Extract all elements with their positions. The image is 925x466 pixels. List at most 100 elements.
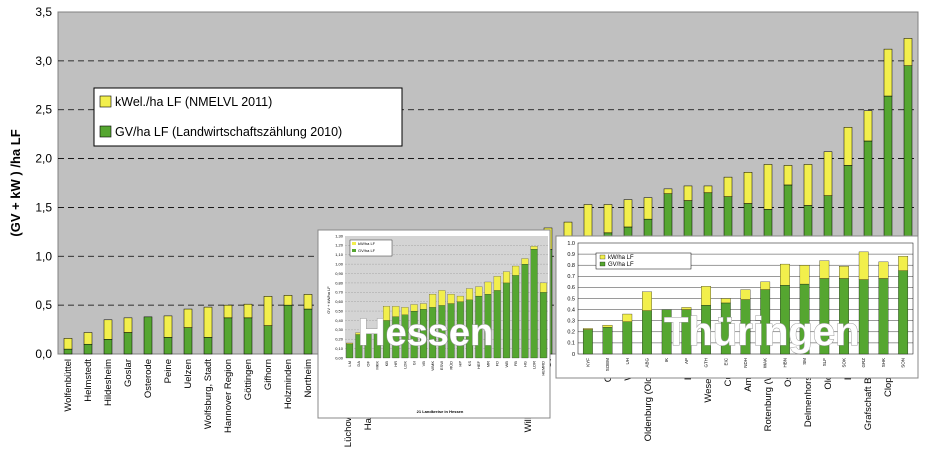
thueringen-legend-kw: kW/ha LF (608, 255, 634, 261)
y-tick-label: 0 (572, 352, 575, 358)
category-label: Uelzen (183, 359, 194, 389)
bar-kw (803, 164, 813, 206)
y-tick-label: 3,5 (35, 5, 52, 19)
bar-kw (663, 188, 673, 194)
thueringen-category-labels: KYF SOEM UH ABG IK AP GTH EIC NDH WAK HBN SM SLF SOK G… (585, 357, 905, 371)
category-label: Grafschaft Benth (863, 359, 874, 430)
y-tick-label: 1,10 (335, 252, 344, 257)
category-label: Peine (163, 359, 174, 383)
bar-kw (364, 332, 372, 334)
y-tick-label: 0,50 (335, 308, 344, 313)
bar-gv (898, 270, 909, 355)
hessen-x-axis-label: 21 Landkreise in Hessen (417, 409, 464, 414)
bar-kw (401, 307, 409, 315)
category-label: IK (664, 358, 669, 362)
bar-kw (429, 294, 437, 308)
bar-gv (642, 310, 652, 355)
y-tick-label: 0.9 (567, 252, 575, 258)
thueringen-y-tick-labels: 0 0.1 0.2 0.3 0.4 0.5 0.6 0.7 0.8 0.9 1.0 (567, 241, 575, 358)
y-tick-label: 0,30 (335, 327, 344, 332)
category-label: SLF (822, 358, 827, 367)
bar-gv (539, 292, 547, 359)
thueringen-title: Thüringen (664, 310, 860, 354)
y-tick-label: 0,70 (335, 290, 344, 295)
category-label: Holzminden (283, 359, 294, 409)
category-label: HP (458, 361, 463, 367)
bar-kw (643, 197, 653, 220)
y-tick-label: 3,0 (35, 54, 52, 68)
category-label: KB (384, 361, 389, 367)
category-label: Hannover Region (223, 359, 234, 433)
bar-kw (760, 281, 771, 290)
y-tick-label: 0.2 (567, 330, 575, 336)
category-label: RÜD (448, 361, 453, 370)
bar-kw (539, 282, 547, 293)
category-label: EIC (723, 357, 728, 365)
category-label: MKK (375, 361, 380, 370)
bar-kw (898, 256, 909, 271)
y-tick-label: 0,40 (335, 318, 344, 323)
hessen-title: Hessen (358, 312, 493, 354)
bar-kw (203, 306, 213, 338)
category-label: GRZ (861, 358, 866, 368)
bar-kw (410, 304, 418, 312)
category-label: Wolfenbüttel (63, 359, 74, 412)
bar-gv (203, 337, 213, 355)
y-tick-label: 0,10 (335, 346, 344, 351)
y-tick-label: 1.0 (567, 241, 575, 247)
bar-kw (878, 261, 889, 279)
bar-kw (883, 48, 893, 97)
bar-kw (623, 199, 633, 228)
category-label: DA (356, 361, 361, 367)
bar-kw (681, 307, 692, 310)
bar-kw (503, 271, 510, 284)
main-y-tick-labels: 0,0 0,5 1,0 1,5 2,0 2,5 3,0 3,5 (35, 5, 52, 361)
category-label: OF (365, 360, 370, 366)
bar-kw (420, 303, 427, 310)
category-label: VB (421, 361, 426, 367)
bar-gv (223, 317, 233, 355)
legend-kw-label: kWel./ha LF (NMELVL 2011) (115, 95, 272, 109)
y-tick-label: 1,30 (335, 233, 344, 238)
y-tick-label: 0.7 (567, 274, 575, 280)
bar-kw (683, 185, 693, 201)
bar-kw (582, 328, 593, 330)
y-tick-label: 0.3 (567, 319, 575, 325)
bar-gv (346, 343, 354, 359)
bar-kw (622, 313, 633, 322)
bar-kw (447, 294, 455, 304)
main-legend: kWel./ha LF (NMELVL 2011) GV/ha LF (Land… (93, 87, 403, 147)
bar-kw (484, 281, 492, 295)
category-label: ESW (439, 361, 444, 370)
legend-gv-swatch (99, 125, 112, 138)
y-tick-label: 0.5 (567, 296, 575, 302)
category-label: Northeim (303, 359, 314, 398)
bar-kw (720, 298, 731, 304)
bar-kw (303, 294, 313, 310)
bar-kw (783, 165, 793, 186)
category-label: KS (467, 361, 472, 367)
bar-kw (456, 295, 464, 302)
bar-gv (83, 343, 93, 355)
bar-gv (183, 327, 193, 355)
bar-gv (303, 308, 313, 355)
bar-kw (63, 338, 73, 350)
category-label: SHK (881, 358, 886, 367)
y-tick-label: 0.6 (567, 285, 575, 291)
y-tick-label: 0.8 (567, 263, 575, 269)
bar-gv (878, 278, 889, 355)
category-label: Gifhorn (263, 359, 274, 390)
category-label: MR (485, 361, 490, 367)
bar-kw (858, 251, 869, 280)
y-tick-label: 0,5 (35, 298, 52, 312)
bar-kw (843, 127, 853, 166)
bar-kw (103, 319, 113, 340)
bar-kw (583, 204, 593, 239)
category-label: Wolfsburg, Stadt (203, 359, 214, 429)
category-label: SOK (842, 358, 847, 368)
category-label: UH (625, 358, 630, 365)
bar-gv (143, 316, 153, 355)
bar-kw (521, 258, 529, 265)
bar-gv (530, 249, 538, 359)
